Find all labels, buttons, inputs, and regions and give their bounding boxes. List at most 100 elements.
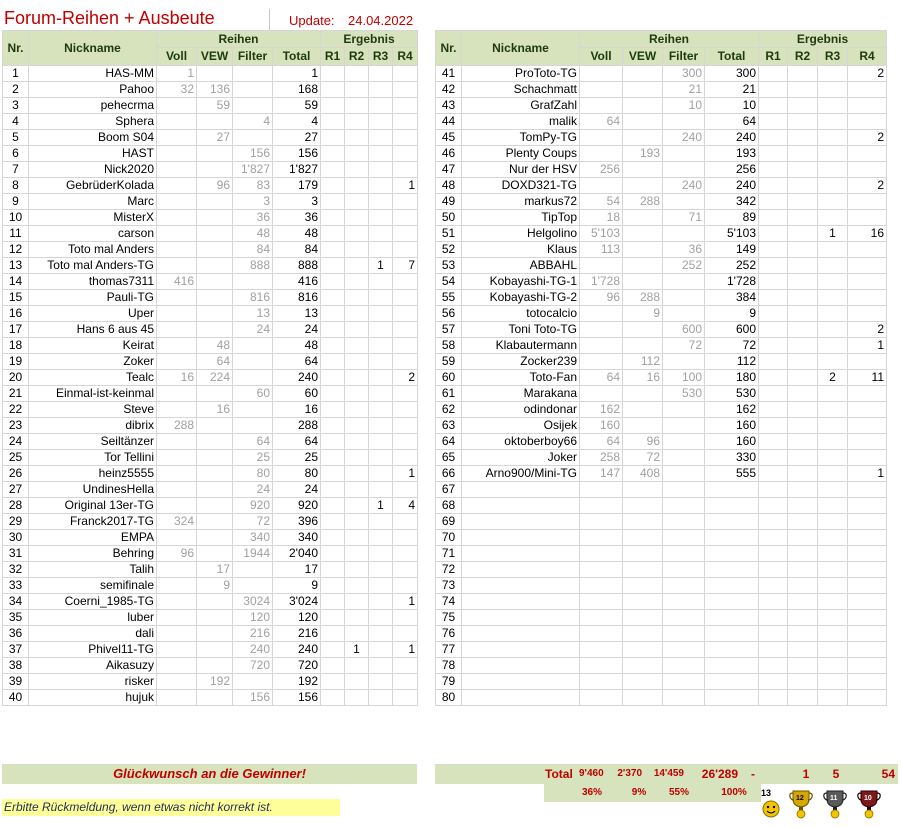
r2-cell	[344, 481, 369, 498]
table-row: 57 Toni Toto-TG 600 600 2	[435, 321, 887, 338]
table-row: 63 Osijek 160 160	[435, 417, 887, 434]
voll-cell	[156, 449, 197, 466]
total-cell: 179	[272, 177, 321, 194]
r1-cell	[320, 289, 345, 306]
nr-cell: 78	[435, 657, 462, 674]
r3-cell	[368, 369, 393, 386]
12er-label: 12	[796, 795, 804, 802]
r1-cell	[758, 97, 788, 114]
total-cell: 3	[272, 193, 321, 210]
r2-cell	[344, 433, 369, 450]
r2-cell	[344, 177, 369, 194]
vew-cell	[196, 225, 233, 242]
r4-cell	[392, 417, 418, 434]
nr-cell: 61	[435, 385, 462, 402]
filter-cell: 48	[232, 225, 273, 242]
total-cell	[704, 577, 759, 594]
total-cell: 396	[272, 513, 321, 530]
r3-cell	[817, 673, 848, 690]
nickname-cell: Plenty Coups	[461, 145, 580, 162]
voll-cell	[156, 113, 197, 130]
vew-cell	[622, 641, 663, 658]
filter-cell: 600	[662, 321, 705, 338]
nickname-cell: oktoberboy66	[461, 433, 580, 450]
vew-cell	[622, 321, 663, 338]
nickname-cell: Klaus	[461, 241, 580, 258]
nr-cell: 23	[2, 417, 29, 434]
r4-cell	[847, 529, 887, 546]
filter-cell	[662, 529, 705, 546]
total-cell	[704, 673, 759, 690]
col-r4-header: R4	[392, 47, 418, 66]
r4-cell: 4	[392, 497, 418, 514]
r4-cell: 2	[847, 321, 887, 338]
r4-cell	[847, 577, 887, 594]
r1-cell	[320, 65, 345, 82]
table-row: 31 Behring 96 1944 2'040	[2, 545, 418, 562]
table-row: 11 carson 48 48	[2, 225, 418, 242]
voll-cell	[156, 609, 197, 626]
r4-cell	[847, 513, 887, 530]
r4-cell: 2	[847, 65, 887, 82]
voll-cell	[579, 561, 623, 578]
total-cell: 162	[704, 401, 759, 418]
filter-cell	[662, 689, 705, 706]
voll-cell: 324	[156, 513, 197, 530]
filter-cell	[662, 657, 705, 674]
nr-cell: 62	[435, 401, 462, 418]
r1-cell	[758, 65, 788, 82]
total-cell: 240	[272, 369, 321, 386]
total-cell: 120	[272, 609, 321, 626]
r4-cell	[392, 689, 418, 706]
nickname-cell: Tealc	[28, 369, 157, 386]
total-cell: 160	[704, 433, 759, 450]
voll-cell	[156, 337, 197, 354]
nickname-cell: Boom S04	[28, 129, 157, 146]
r1-cell	[758, 593, 788, 610]
r1-cell	[320, 305, 345, 322]
voll-cell: 96	[156, 545, 197, 562]
r1-cell	[758, 177, 788, 194]
total-cell: 4	[272, 113, 321, 130]
r2-cell	[787, 497, 818, 514]
r4-cell	[392, 385, 418, 402]
vew-cell	[622, 577, 663, 594]
r4-cell	[847, 641, 887, 658]
voll-cell	[156, 289, 197, 306]
nr-cell: 77	[435, 641, 462, 658]
nickname-cell: Seiltänzer	[28, 433, 157, 450]
r2-cell	[787, 513, 818, 530]
vew-cell	[622, 81, 663, 98]
nr-cell: 48	[435, 177, 462, 194]
table-row: 67	[435, 481, 887, 498]
r2-cell	[344, 673, 369, 690]
nickname-cell: ABBAHL	[461, 257, 580, 274]
r2-cell	[787, 657, 818, 674]
col-total-header: Total	[704, 47, 759, 66]
table-row: 24 Seiltänzer 64 64	[2, 433, 418, 450]
10er-label: 10	[864, 795, 872, 802]
r4-cell	[392, 353, 418, 370]
filter-cell	[232, 65, 273, 82]
filter-cell: 72	[662, 337, 705, 354]
nickname-cell: dali	[28, 625, 157, 642]
r2-cell	[787, 433, 818, 450]
title-divider	[269, 9, 270, 31]
nickname-cell: Klabautermann	[461, 337, 580, 354]
r3-cell	[817, 65, 848, 82]
vew-cell	[622, 497, 663, 514]
r2-cell	[787, 529, 818, 546]
voll-cell	[579, 257, 623, 274]
voll-cell	[579, 593, 623, 610]
nickname-cell	[461, 609, 580, 626]
vew-cell	[196, 641, 233, 658]
r3-cell	[817, 129, 848, 146]
r4-cell: 2	[847, 129, 887, 146]
r2-cell	[344, 609, 369, 626]
filter-cell: 888	[232, 257, 273, 274]
r4-cell: 2	[847, 177, 887, 194]
total-cell: 21	[704, 81, 759, 98]
table-row: 46 Plenty Coups 193 193	[435, 145, 887, 162]
filter-cell: 156	[232, 145, 273, 162]
vew-cell	[622, 529, 663, 546]
